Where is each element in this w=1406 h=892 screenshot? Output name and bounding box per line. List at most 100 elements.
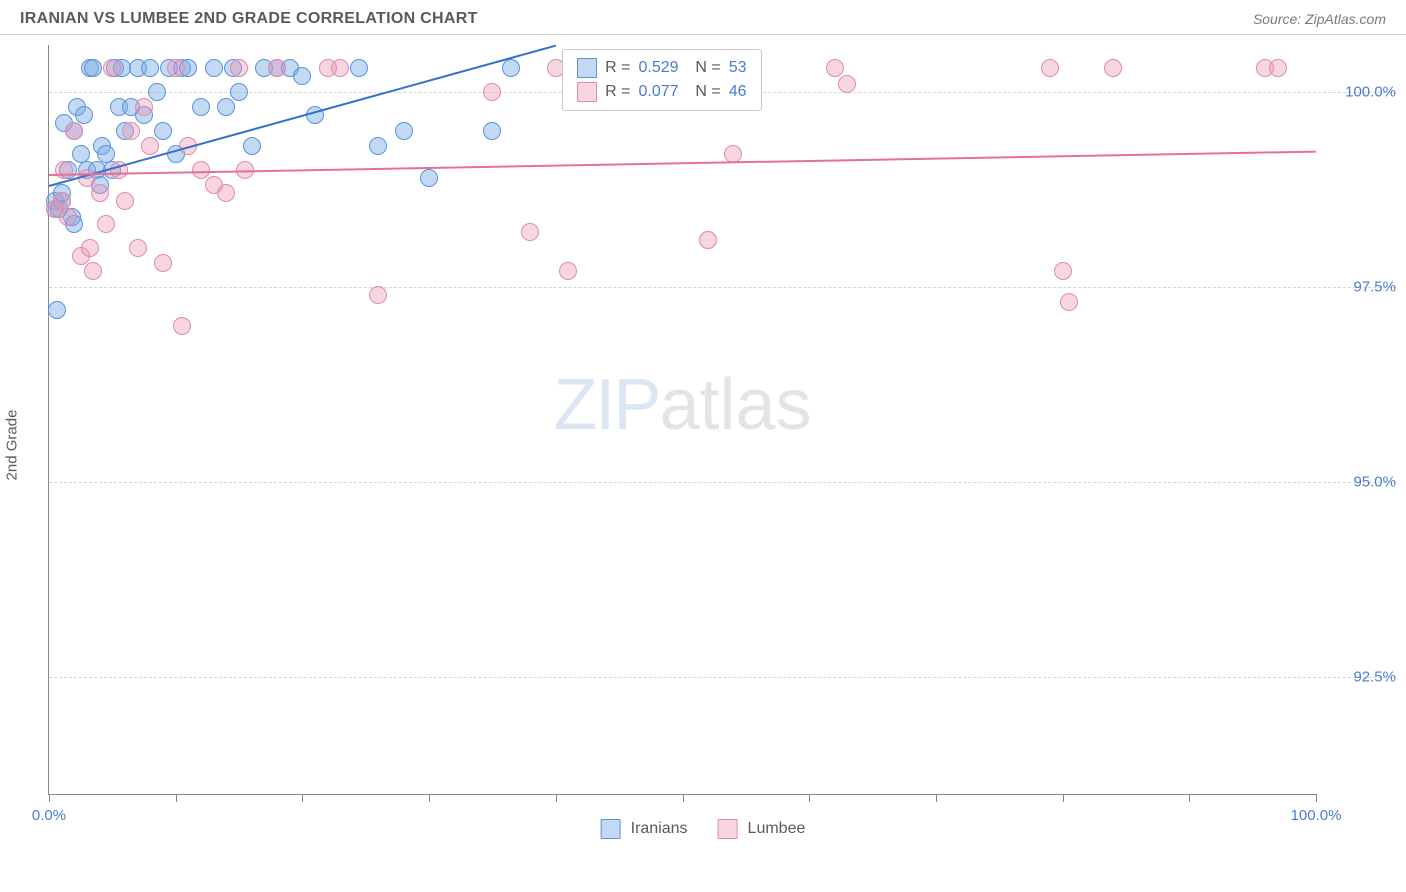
y-tick-label: 97.5%: [1326, 278, 1396, 295]
stats-legend: R = 0.529 N = 53R = 0.077 N = 46: [562, 49, 761, 111]
stats-legend-row: R = 0.529 N = 53: [577, 56, 746, 80]
data-point: [699, 231, 717, 249]
data-point: [838, 75, 856, 93]
data-point: [502, 59, 520, 77]
data-point: [420, 169, 438, 187]
plot-area: ZIPatlas 92.5%95.0%97.5%100.0%0.0%100.0%…: [48, 45, 1316, 795]
y-axis-label: 2nd Grade: [4, 410, 21, 481]
data-point: [103, 59, 121, 77]
x-tick: [683, 794, 684, 802]
data-point: [1054, 262, 1072, 280]
data-point: [154, 254, 172, 272]
legend-n-value: 53: [729, 59, 747, 77]
legend-swatch: [577, 58, 597, 78]
data-point: [75, 106, 93, 124]
gridline: [49, 482, 1396, 483]
data-point: [65, 122, 83, 140]
data-point: [217, 98, 235, 116]
chart-container: 2nd Grade ZIPatlas 92.5%95.0%97.5%100.0%…: [0, 35, 1406, 855]
data-point: [483, 83, 501, 101]
x-tick: [809, 794, 810, 802]
x-tick: [176, 794, 177, 802]
legend-label-lumbee: Lumbee: [748, 820, 806, 838]
data-point: [293, 67, 311, 85]
data-point: [559, 262, 577, 280]
chart-source: Source: ZipAtlas.com: [1253, 11, 1386, 27]
x-tick: [302, 794, 303, 802]
x-tick-label: 0.0%: [32, 807, 66, 824]
data-point: [268, 59, 286, 77]
legend-item-lumbee: Lumbee: [718, 817, 806, 841]
bottom-legend: Iranians Lumbee: [601, 817, 806, 841]
data-point: [55, 161, 73, 179]
data-point: [1269, 59, 1287, 77]
data-point: [97, 215, 115, 233]
data-point: [122, 122, 140, 140]
stats-legend-row: R = 0.077 N = 46: [577, 80, 746, 104]
watermark-zip: ZIP: [553, 365, 659, 445]
y-tick-label: 95.0%: [1326, 473, 1396, 490]
y-tick-label: 92.5%: [1326, 668, 1396, 685]
x-tick: [936, 794, 937, 802]
watermark: ZIPatlas: [553, 364, 811, 446]
gridline: [49, 677, 1396, 678]
data-point: [205, 59, 223, 77]
data-point: [81, 239, 99, 257]
legend-r-value: 0.529: [638, 59, 678, 77]
data-point: [230, 83, 248, 101]
data-point: [230, 59, 248, 77]
x-tick: [1316, 794, 1317, 802]
y-tick-label: 100.0%: [1326, 83, 1396, 100]
data-point: [59, 208, 77, 226]
legend-n-value: 46: [729, 83, 747, 101]
data-point: [84, 59, 102, 77]
legend-n-label: N =: [687, 59, 721, 77]
data-point: [1041, 59, 1059, 77]
data-point: [350, 59, 368, 77]
data-point: [369, 286, 387, 304]
data-point: [48, 301, 66, 319]
data-point: [369, 137, 387, 155]
x-tick: [1189, 794, 1190, 802]
chart-title: IRANIAN VS LUMBEE 2ND GRADE CORRELATION …: [20, 10, 478, 28]
data-point: [826, 59, 844, 77]
legend-item-iranians: Iranians: [601, 817, 688, 841]
data-point: [192, 98, 210, 116]
x-tick: [1063, 794, 1064, 802]
data-point: [141, 59, 159, 77]
data-point: [1060, 293, 1078, 311]
data-point: [395, 122, 413, 140]
x-tick: [556, 794, 557, 802]
data-point: [129, 239, 147, 257]
legend-r-label: R =: [605, 83, 630, 101]
data-point: [135, 98, 153, 116]
gridline: [49, 287, 1396, 288]
data-point: [91, 184, 109, 202]
data-point: [483, 122, 501, 140]
legend-label-iranians: Iranians: [631, 820, 688, 838]
data-point: [116, 192, 134, 210]
data-point: [167, 59, 185, 77]
legend-r-label: R =: [605, 59, 630, 77]
data-point: [154, 122, 172, 140]
data-point: [1104, 59, 1122, 77]
data-point: [148, 83, 166, 101]
legend-swatch-lumbee: [718, 819, 738, 839]
data-point: [331, 59, 349, 77]
data-point: [217, 184, 235, 202]
legend-n-label: N =: [687, 83, 721, 101]
data-point: [173, 317, 191, 335]
data-point: [521, 223, 539, 241]
legend-swatch: [577, 82, 597, 102]
data-point: [141, 137, 159, 155]
x-tick: [49, 794, 50, 802]
x-tick: [429, 794, 430, 802]
legend-swatch-iranians: [601, 819, 621, 839]
data-point: [192, 161, 210, 179]
x-tick-label: 100.0%: [1291, 807, 1342, 824]
data-point: [84, 262, 102, 280]
data-point: [243, 137, 261, 155]
chart-header: IRANIAN VS LUMBEE 2ND GRADE CORRELATION …: [0, 0, 1406, 35]
watermark-atlas: atlas: [659, 365, 811, 445]
legend-r-value: 0.077: [638, 83, 678, 101]
